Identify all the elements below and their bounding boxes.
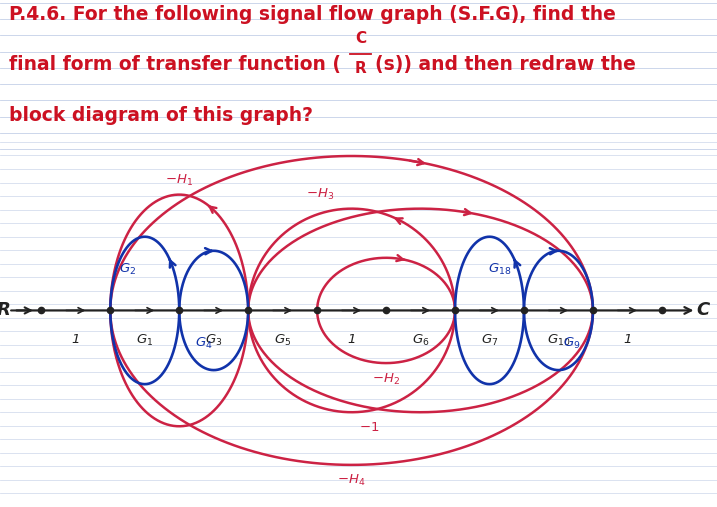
Text: $G_{1}$: $G_{1}$ — [136, 333, 153, 348]
Text: $G_4$: $G_4$ — [194, 336, 212, 351]
Text: $G_3$: $G_3$ — [205, 333, 222, 348]
Text: $G_5$: $G_5$ — [274, 333, 291, 348]
Text: $-H_4$: $-H_4$ — [338, 474, 366, 488]
Text: C: C — [355, 31, 366, 47]
Text: (s)) and then redraw the: (s)) and then redraw the — [375, 55, 636, 74]
Text: $G_6$: $G_6$ — [412, 333, 429, 348]
Text: final form of transfer function (: final form of transfer function ( — [9, 55, 341, 74]
Text: R: R — [0, 302, 10, 319]
Text: $-H_2$: $-H_2$ — [372, 372, 400, 387]
Text: $G_{10}$: $G_{10}$ — [547, 333, 570, 348]
Text: block diagram of this graph?: block diagram of this graph? — [9, 106, 313, 125]
Text: $G_{18}$: $G_{18}$ — [488, 262, 511, 277]
Text: $G_9$: $G_9$ — [564, 336, 581, 351]
Text: 1: 1 — [348, 333, 356, 346]
Text: $G_2$: $G_2$ — [119, 262, 136, 277]
Text: $-1$: $-1$ — [358, 421, 379, 433]
Text: 1: 1 — [72, 333, 80, 346]
Text: $-H_3$: $-H_3$ — [306, 187, 335, 202]
Text: $G_7$: $G_7$ — [481, 333, 498, 348]
Text: P.4.6. For the following signal flow graph (S.F.G), find the: P.4.6. For the following signal flow gra… — [9, 5, 615, 23]
Text: R: R — [355, 61, 366, 76]
Text: C: C — [697, 302, 710, 319]
Text: 1: 1 — [623, 333, 632, 346]
Text: $-H_1$: $-H_1$ — [165, 172, 194, 188]
